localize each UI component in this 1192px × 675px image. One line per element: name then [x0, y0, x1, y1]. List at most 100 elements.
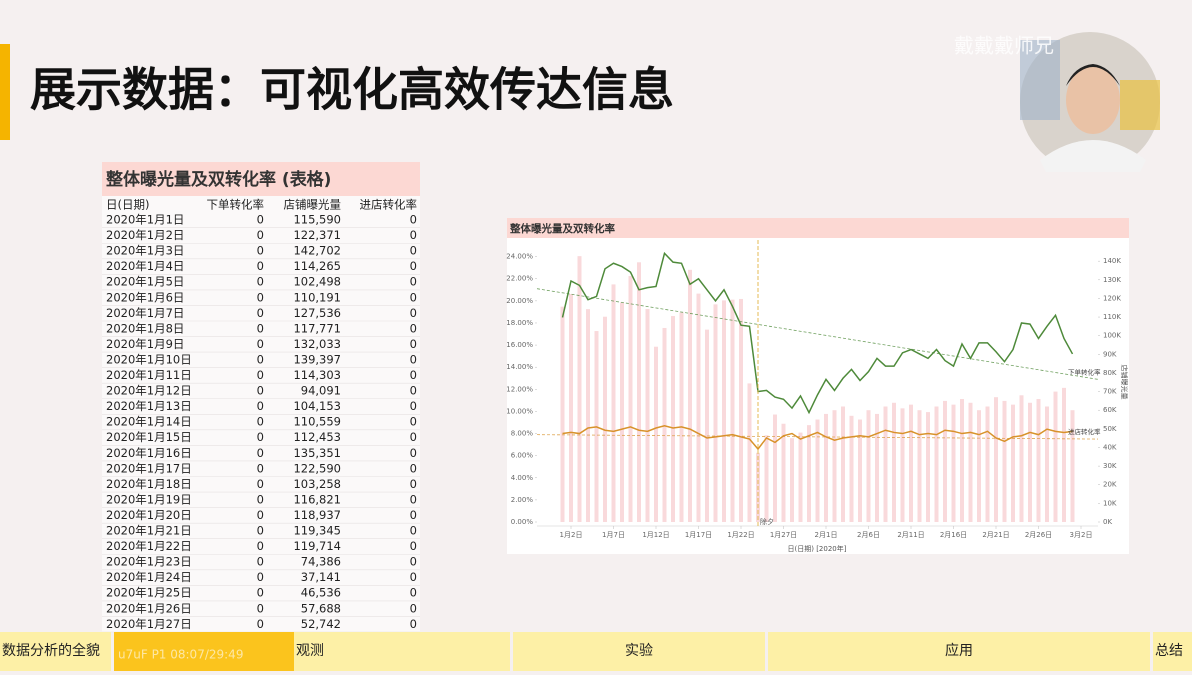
bar [790, 438, 794, 522]
y2-tick-label: 0K [1103, 518, 1112, 526]
bar [637, 262, 641, 522]
x-tick-label: 1月27日 [770, 531, 797, 539]
bar [671, 316, 675, 522]
nav-tab[interactable] [768, 632, 1150, 671]
y2-tick-label: 50K [1103, 425, 1117, 433]
column-header: 进店转化率 [360, 198, 418, 212]
bar [688, 269, 692, 522]
chart: 整体曝光量及双转化率 日(日期) [2020年] 店铺曝光量 0.00% 2.00… [506, 218, 1129, 554]
table-cell: 0 [257, 399, 264, 413]
x-tick-label: 1月12日 [642, 531, 669, 539]
bar [849, 415, 854, 522]
table-cell: 0 [410, 524, 417, 538]
bar [875, 413, 879, 522]
bar [968, 402, 973, 522]
nav-tab[interactable] [1153, 632, 1192, 671]
table-cell: 0 [410, 539, 417, 553]
bar [824, 413, 828, 522]
x-tick-label: 1月7日 [602, 531, 625, 539]
table-cell: 0 [257, 275, 264, 289]
bar [1011, 404, 1015, 522]
nav-tab[interactable] [294, 632, 510, 671]
table-cell: 2020年1月9日 [106, 337, 184, 351]
nav-bar: u7uF P1 08:07/29:49 数据分析的全貌 观测 实验 应用 总结 [0, 632, 1192, 671]
nav-label[interactable]: 总结 [1155, 643, 1183, 659]
table-cell: 2020年1月8日 [106, 321, 184, 335]
table-cell: 0 [257, 508, 264, 522]
column-header: 店铺曝光量 [284, 198, 342, 212]
x-tick-label: 1月2日 [560, 531, 583, 539]
bar [696, 293, 701, 522]
table-cell: 0 [257, 617, 264, 631]
table-cell: 94,091 [301, 384, 341, 398]
x-tick-label: 2月1日 [815, 531, 838, 539]
bar [662, 327, 667, 522]
bar [917, 410, 922, 522]
bar [1062, 387, 1066, 522]
bar [858, 419, 862, 522]
bar [739, 298, 743, 522]
table-cell: 0 [410, 399, 417, 413]
trend-line [536, 434, 1099, 440]
table-cell: 0 [257, 228, 264, 242]
table-cell: 0 [410, 446, 417, 460]
bar [713, 304, 718, 522]
table-cell: 0 [257, 477, 264, 491]
table-cell: 0 [410, 321, 417, 335]
table-cell: 2020年1月5日 [106, 275, 184, 289]
y-tick-label: 10.00% [506, 407, 533, 415]
column-header: 下单转化率 [207, 198, 265, 212]
nav-tab[interactable] [513, 632, 765, 671]
bar [747, 383, 752, 522]
table-cell: 110,191 [293, 290, 341, 304]
table-cell: 104,153 [293, 399, 341, 413]
bar [934, 406, 939, 522]
table-cell: 2020年1月26日 [106, 601, 192, 615]
player-overlay: u7uF P1 08:07/29:49 [118, 648, 243, 662]
bar [628, 276, 633, 522]
nav-label[interactable]: 观测 [296, 643, 324, 659]
y-tick-label: 18.00% [506, 319, 533, 327]
table-cell: 0 [410, 601, 417, 615]
table-cell: 2020年1月16日 [106, 446, 192, 460]
table-cell: 2020年1月6日 [106, 290, 184, 304]
y-tick-label: 14.00% [506, 363, 533, 371]
table-cell: 2020年1月4日 [106, 259, 184, 273]
table-cell: 2020年1月18日 [106, 477, 192, 491]
y-tick-label: 24.00% [506, 253, 533, 261]
y-tick-label: 22.00% [506, 275, 533, 283]
x-tick-label: 2月16日 [940, 531, 967, 539]
table-cell: 0 [410, 430, 417, 444]
table-cell: 0 [410, 508, 417, 522]
x-tick-label: 3月2日 [1070, 531, 1093, 539]
bar [603, 316, 607, 522]
nav-label[interactable]: 数据分析的全貌 [2, 642, 100, 659]
bar [798, 432, 803, 522]
table-cell: 2020年1月20日 [106, 508, 192, 522]
annotation: 除夕 [760, 517, 774, 526]
table-cell: 37,141 [301, 570, 341, 584]
nav-tab[interactable] [0, 632, 111, 671]
table-cell: 112,453 [293, 430, 341, 444]
table-cell: 0 [257, 352, 264, 366]
table-cell: 0 [410, 244, 417, 258]
x-tick-label: 1月17日 [685, 531, 712, 539]
nav-label[interactable]: 实验 [625, 643, 653, 659]
table-cell: 0 [257, 306, 264, 320]
bar [1053, 391, 1058, 522]
y-tick-label: 12.00% [506, 385, 533, 393]
table-cell: 0 [410, 290, 417, 304]
nav-label[interactable]: 应用 [945, 642, 973, 659]
table-cell: 2020年1月17日 [106, 461, 192, 475]
table-cell: 110,559 [293, 415, 341, 429]
x-tick-label: 2月6日 [857, 531, 880, 539]
bar [569, 294, 573, 522]
table-cell: 0 [257, 461, 264, 475]
bar [730, 299, 735, 522]
bar [645, 309, 650, 522]
bar [943, 400, 947, 522]
table-cell: 0 [257, 321, 264, 335]
y2-tick-label: 20K [1103, 481, 1117, 489]
bar [960, 399, 964, 522]
table-cell: 0 [257, 430, 264, 444]
